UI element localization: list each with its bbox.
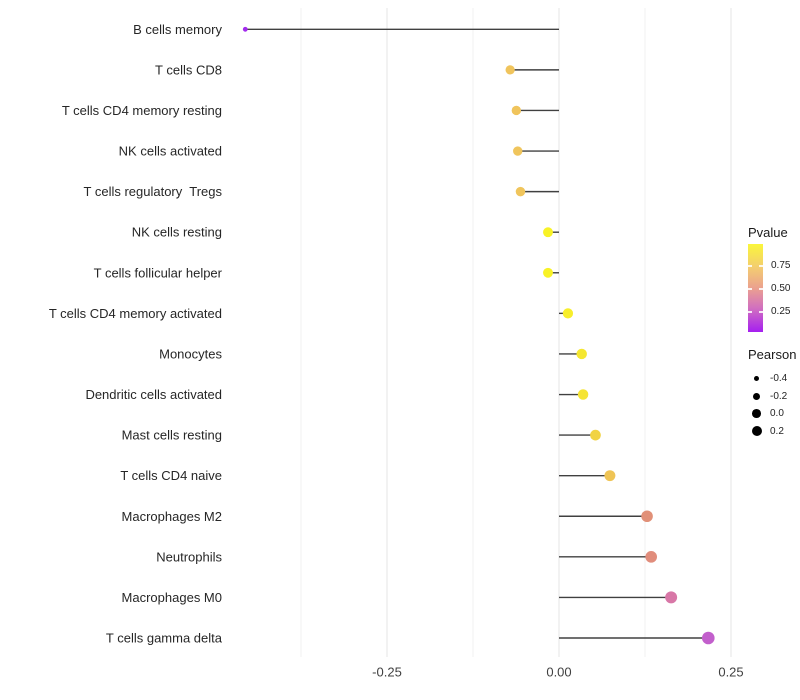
x-axis-tick-label: 0.25 bbox=[718, 665, 743, 680]
x-axis-tick-label: 0.00 bbox=[546, 665, 571, 680]
pearson-size-dot bbox=[752, 409, 761, 419]
lollipop-dot bbox=[701, 631, 715, 645]
y-axis-label: Dendritic cells activated bbox=[85, 387, 222, 402]
lollipop-dot bbox=[562, 308, 574, 319]
pearson-legend-title: Pearson bbox=[748, 347, 797, 362]
x-axis-tick-label: -0.25 bbox=[372, 665, 402, 680]
cb-notch-right bbox=[759, 288, 763, 290]
pvalue-legend: Pvalue 0.75 0.50 0.25 bbox=[748, 225, 800, 332]
lollipop-dot bbox=[543, 267, 553, 278]
y-axis-label: Macrophages M0 bbox=[122, 590, 222, 605]
cb-notch-left bbox=[748, 311, 752, 313]
pearson-legend-item: 0.0 bbox=[748, 405, 796, 423]
pearson-size-label: 0.0 bbox=[770, 408, 784, 420]
lollipop-dot bbox=[511, 105, 522, 116]
y-axis-label: Monocytes bbox=[159, 346, 222, 361]
pearson-size-label: 0.2 bbox=[770, 425, 784, 437]
pvalue-tick-label: 0.25 bbox=[771, 306, 791, 317]
lollipop-dot bbox=[641, 510, 653, 523]
pearson-size-dot bbox=[753, 392, 760, 400]
cb-notch-left bbox=[748, 265, 752, 267]
lollipop-dot bbox=[515, 186, 526, 197]
pvalue-tick-label: 0.50 bbox=[771, 283, 791, 294]
pearson-legend: Pearson -0.4 -0.2 0.0 0.2 bbox=[748, 347, 796, 440]
lollipop-dot bbox=[604, 470, 616, 482]
cb-notch-right bbox=[759, 265, 763, 267]
pearson-size-dot bbox=[754, 376, 759, 382]
lollipop-dot bbox=[543, 227, 553, 238]
y-axis-label: T cells CD4 naive bbox=[120, 468, 222, 483]
y-axis-label: T cells CD8 bbox=[155, 62, 222, 77]
y-axis-label: Mast cells resting bbox=[122, 428, 222, 443]
lollipop-dot bbox=[242, 26, 248, 32]
lollipop-dot bbox=[590, 429, 601, 441]
lollipop-dot bbox=[576, 348, 587, 360]
pearson-legend-item: -0.2 bbox=[748, 388, 796, 406]
pearson-size-dot-column bbox=[748, 392, 765, 400]
y-axis-label: T cells CD4 memory activated bbox=[49, 306, 222, 321]
lollipop-dot bbox=[513, 146, 523, 156]
y-axis-label: T cells CD4 memory resting bbox=[62, 103, 222, 118]
y-axis-label: B cells memory bbox=[133, 22, 222, 37]
pearson-size-dot-column bbox=[748, 409, 765, 419]
cb-notch-left bbox=[748, 288, 752, 290]
pearson-size-dot-column bbox=[748, 376, 765, 382]
y-axis-label: Neutrophils bbox=[156, 549, 222, 564]
y-axis-label: Macrophages M2 bbox=[122, 509, 222, 524]
pearson-size-dot-column bbox=[748, 426, 765, 437]
pearson-size-label: -0.2 bbox=[770, 390, 788, 402]
lollipop-dot bbox=[665, 591, 678, 604]
y-axis-label: T cells follicular helper bbox=[94, 265, 223, 280]
cb-notch-right bbox=[759, 311, 763, 313]
lollipop-dot bbox=[505, 65, 515, 75]
pearson-legend-item: 0.2 bbox=[748, 423, 796, 441]
pearson-legend-item: -0.4 bbox=[748, 370, 796, 388]
pvalue-legend-title: Pvalue bbox=[748, 225, 788, 240]
lollipop-dot bbox=[645, 551, 658, 563]
pvalue-colorbar-wrap: 0.75 0.50 0.25 bbox=[748, 244, 800, 332]
lollipop-dot bbox=[577, 389, 589, 400]
pearson-legend-items: -0.4 -0.2 0.0 0.2 bbox=[748, 370, 796, 440]
y-axis-label: NK cells resting bbox=[132, 225, 222, 240]
pearson-size-dot bbox=[751, 426, 762, 437]
pearson-size-label: -0.4 bbox=[770, 373, 788, 385]
pvalue-tick-label: 0.75 bbox=[771, 260, 791, 271]
y-axis-label: NK cells activated bbox=[119, 144, 222, 159]
y-axis-label: T cells regulatory Tregs bbox=[84, 184, 223, 199]
y-axis-label: T cells gamma delta bbox=[106, 631, 223, 646]
